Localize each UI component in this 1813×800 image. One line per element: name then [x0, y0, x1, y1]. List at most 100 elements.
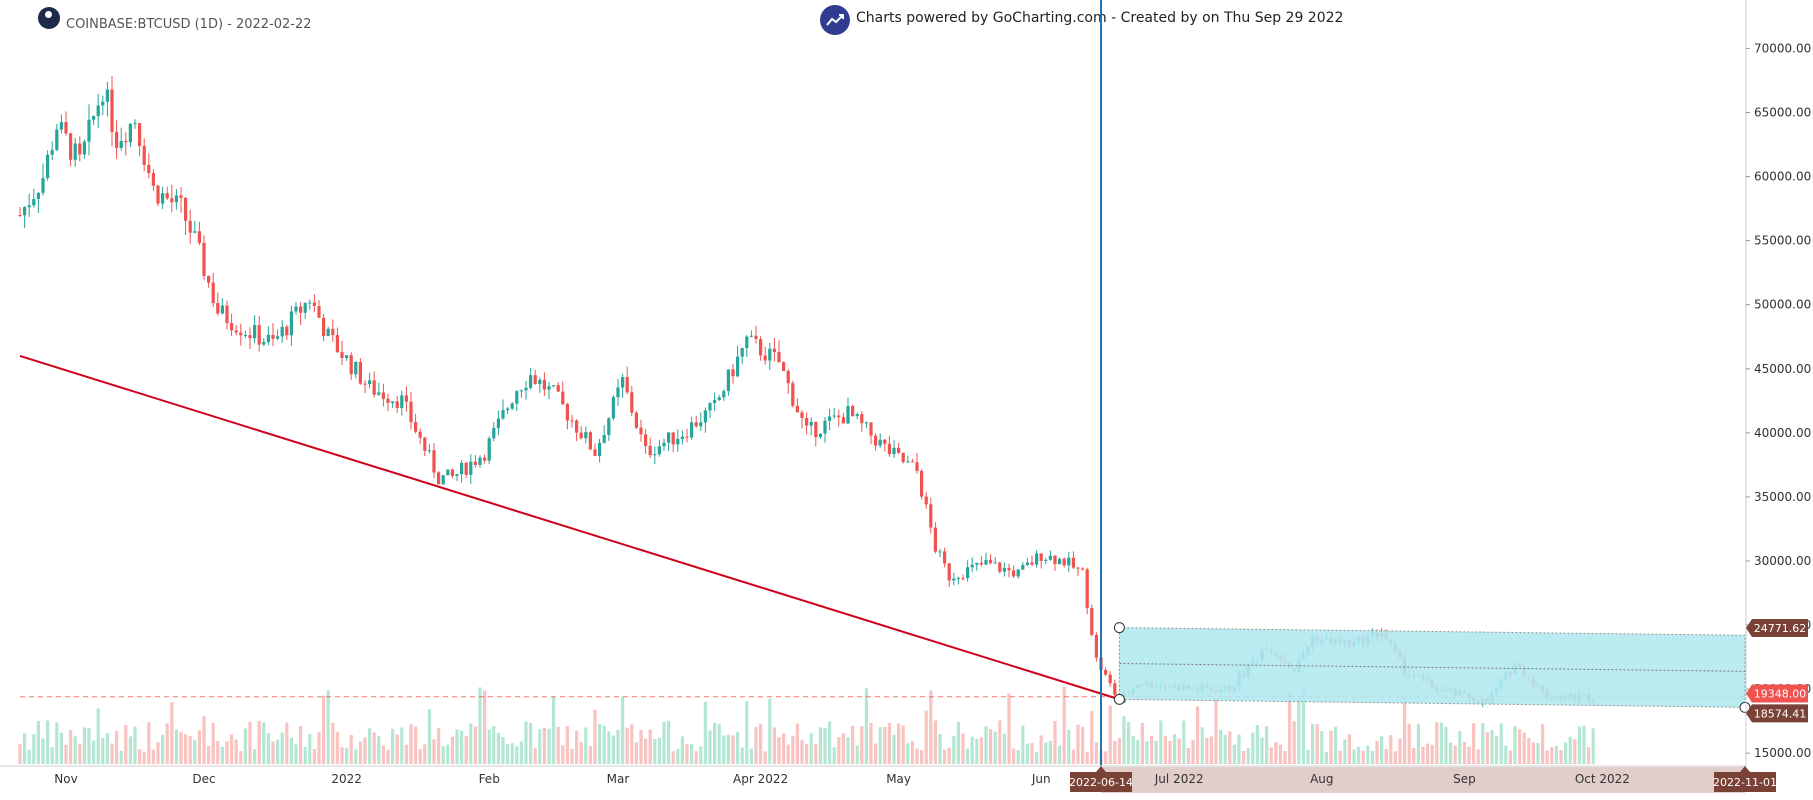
candle-body [206, 275, 211, 283]
volume-bar [662, 721, 666, 764]
candle-body [892, 447, 896, 455]
volume-bar [584, 727, 588, 764]
candle-body [363, 383, 367, 385]
volume-bar [1159, 720, 1163, 764]
volume-bar [763, 751, 767, 764]
y-tick-label: 35000.00 [1754, 490, 1811, 504]
volume-bar [492, 726, 496, 764]
volume-bar [1255, 725, 1260, 764]
volume-bar [772, 727, 777, 764]
candle-body [183, 197, 188, 221]
volume-bar [32, 734, 36, 764]
volume-bar [1186, 748, 1191, 764]
volume-bar [570, 748, 574, 764]
volume-bar [561, 745, 565, 764]
volume-bar [1412, 748, 1416, 764]
date-tag-end: 2022-11-01 [1713, 776, 1777, 789]
volume-bar [915, 748, 919, 764]
candle-body [561, 391, 565, 405]
candle-body [289, 311, 294, 336]
candle-body [988, 559, 993, 564]
volume-bar [1517, 729, 1522, 764]
trend-logo-icon [820, 5, 850, 35]
volume-bar [1218, 729, 1223, 764]
volume-bar [478, 687, 482, 764]
volume-bar [975, 738, 979, 764]
volume-bar [1490, 730, 1494, 764]
candle-body [372, 380, 376, 395]
volume-bar [1149, 735, 1154, 764]
candle-body [450, 469, 455, 476]
volume-bar [1481, 723, 1485, 764]
volume-bar [22, 733, 27, 764]
candle-body [133, 123, 137, 125]
candle-body [501, 410, 505, 419]
volume-bar [1554, 745, 1559, 764]
volume-bar [404, 744, 409, 764]
candle-body [331, 328, 335, 336]
candle-body [689, 422, 694, 438]
volume-bar [1508, 750, 1513, 764]
volume-bar [487, 729, 491, 764]
volume-bar [271, 741, 275, 764]
candle-body [671, 432, 675, 445]
volume-bar [18, 744, 22, 764]
volume-bar [1310, 724, 1315, 764]
candle-body [78, 143, 82, 155]
candle-body [505, 408, 510, 411]
candle-body [979, 562, 984, 565]
volume-bar [469, 723, 473, 764]
volume-bar [289, 737, 294, 764]
candle-body [538, 379, 542, 385]
candle-body [749, 335, 754, 337]
candle-body [758, 339, 763, 356]
volume-bar [459, 730, 464, 764]
y-tick-label: 70000.00 [1754, 41, 1811, 55]
y-tick-label: 45000.00 [1754, 362, 1811, 376]
candle-body [823, 420, 827, 434]
candle-body [142, 146, 146, 165]
candle-body [620, 377, 625, 388]
candle-body [1067, 557, 1071, 566]
candle-body [676, 438, 680, 445]
candle-body [804, 418, 809, 426]
volume-bar [1030, 743, 1034, 764]
volume-bar [423, 744, 427, 764]
volume-bar [643, 738, 648, 764]
candle-body [335, 335, 340, 353]
candle-body [1025, 562, 1030, 566]
symbol-label: COINBASE:BTCUSD (1D) - 2022-02-22 [66, 17, 312, 32]
candle-body [975, 562, 979, 565]
x-tick-label: Apr 2022 [733, 772, 788, 786]
volume-bar [634, 742, 639, 764]
candle-body [952, 578, 956, 581]
volume-bar [446, 744, 450, 764]
gocharting-logo-icon[interactable] [38, 7, 60, 29]
volume-bar [942, 749, 947, 764]
candle-body [565, 404, 570, 421]
volume-bar [216, 740, 220, 764]
volume-bar [303, 746, 307, 764]
volume-bar [703, 701, 708, 764]
volume-bar [896, 723, 901, 764]
candle-body [786, 370, 790, 384]
candle-body [574, 420, 579, 433]
volume-bar [1200, 727, 1204, 764]
volume-bar [1048, 740, 1053, 764]
candle-body [547, 386, 551, 390]
volume-bar [285, 722, 289, 764]
volume-bar [1140, 722, 1145, 764]
volume-bar [1416, 723, 1421, 764]
volume-bar [993, 731, 997, 764]
volume-bar [538, 729, 542, 764]
volume-bar [712, 722, 717, 764]
candle-body [275, 336, 280, 339]
volume-bar [436, 728, 441, 764]
y-tick-label: 30000.00 [1754, 554, 1811, 568]
channel-midline [1119, 662, 1746, 672]
volume-bar [147, 722, 151, 764]
volume-bar [998, 720, 1002, 764]
volume-bar [41, 738, 45, 764]
volume-bar [308, 733, 312, 764]
